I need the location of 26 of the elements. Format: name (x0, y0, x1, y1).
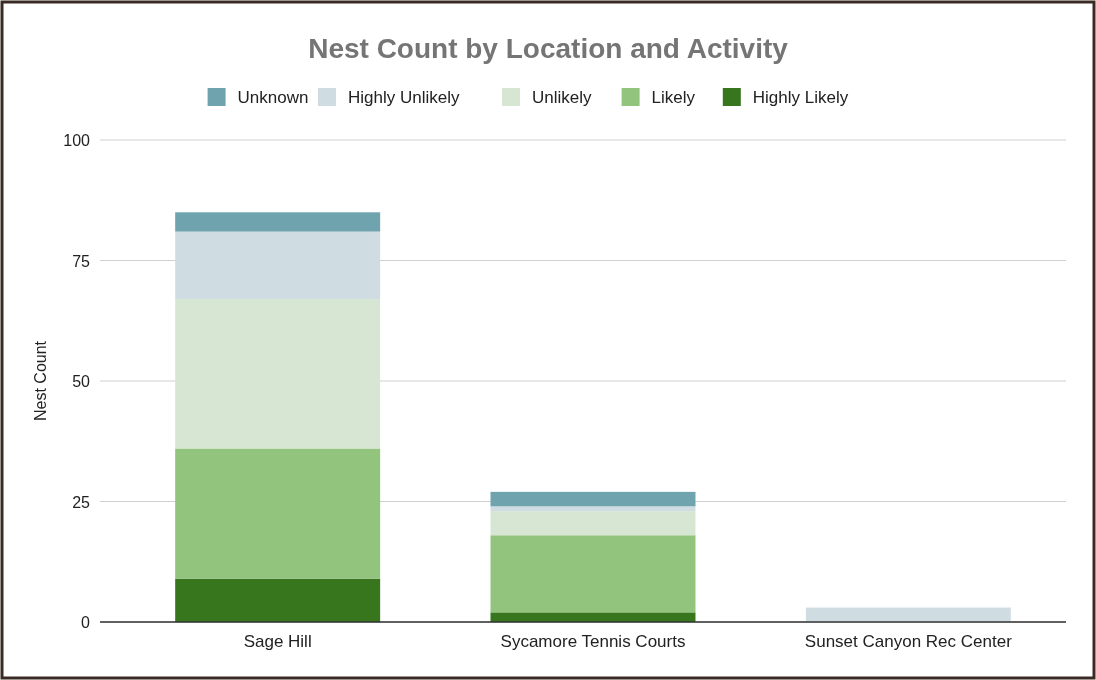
legend-label: Highly Likely (752, 88, 849, 107)
legend-label: Highly Unlikely (348, 88, 460, 107)
y-tick-label: 50 (72, 373, 91, 390)
y-tick-label: 0 (81, 614, 91, 631)
x-tick-label: Sunset Canyon Rec Center (804, 632, 1013, 651)
y-axis-title: Nest Count (32, 340, 49, 422)
x-tick-label: Sage Hill (243, 632, 312, 651)
legend-label: Unlikely (532, 88, 593, 107)
bar (490, 491, 696, 507)
x-tick-label: Sycamore Tennis Courts (500, 632, 686, 651)
bar (490, 535, 696, 613)
bar (490, 506, 696, 512)
y-tick-label: 100 (63, 132, 91, 149)
legend-label: Likely (651, 88, 696, 107)
bar (175, 299, 381, 449)
bar (175, 231, 381, 300)
legend-label: Unknown (237, 88, 309, 107)
chart-title: Nest Count by Location and Activity (308, 33, 789, 64)
bar (805, 607, 1011, 622)
y-tick-label: 25 (72, 493, 91, 511)
y-tick-label: 75 (72, 252, 91, 270)
bar (175, 578, 381, 622)
bar (490, 612, 696, 622)
bar (490, 511, 696, 536)
bar (175, 448, 381, 579)
bar (175, 212, 381, 232)
